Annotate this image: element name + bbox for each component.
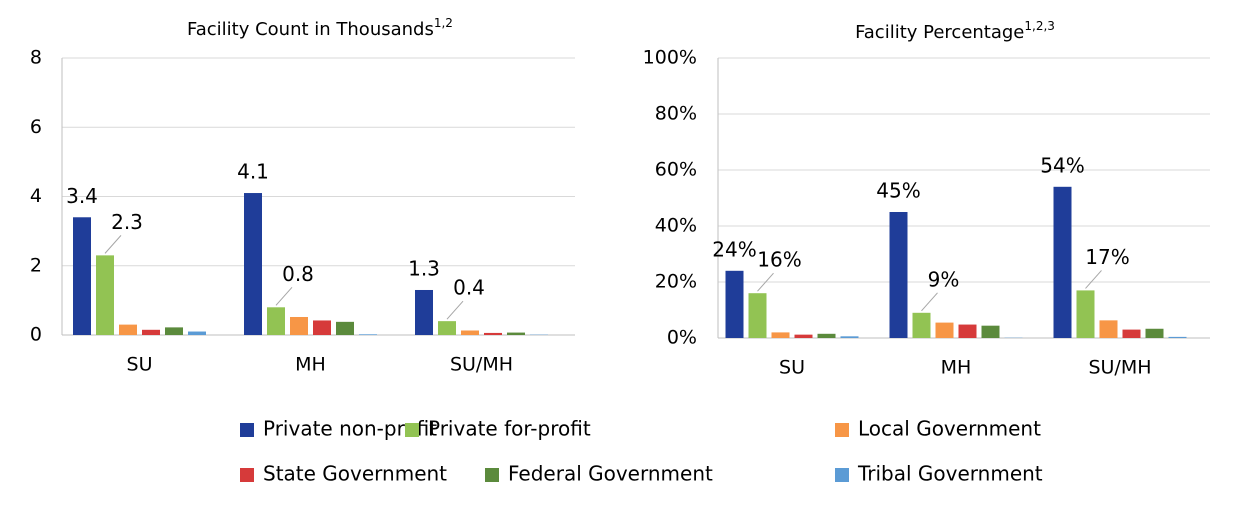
- x-tick-label: SU: [779, 357, 805, 379]
- bar: [1169, 337, 1187, 338]
- data-label: 45%: [876, 179, 920, 203]
- bar: [841, 336, 859, 338]
- y-tick-label: 40%: [655, 215, 697, 237]
- bar: [336, 322, 354, 335]
- legend-swatch: [240, 423, 254, 437]
- bar: [1146, 329, 1164, 338]
- bar: [959, 325, 977, 338]
- data-label: 3.4: [66, 184, 98, 208]
- y-tick-label: 60%: [655, 159, 697, 181]
- bar: [119, 325, 137, 335]
- data-label: 1.3: [408, 256, 440, 280]
- bar: [484, 333, 502, 335]
- legend-swatch: [835, 468, 849, 482]
- y-tick-label: 80%: [655, 103, 697, 125]
- data-label: 54%: [1040, 153, 1084, 177]
- bar: [749, 293, 767, 338]
- bar: [73, 217, 91, 335]
- x-tick-label: SU/MH: [450, 354, 513, 376]
- bar: [359, 334, 377, 335]
- chart-title: Facility Percentage1,2,3: [855, 19, 1055, 44]
- bar: [913, 313, 931, 338]
- bar: [982, 326, 1000, 338]
- y-tick-label: 8: [30, 47, 42, 69]
- title-superscript: 1,2,3: [1024, 19, 1055, 33]
- bar: [96, 255, 114, 335]
- leader-line: [922, 293, 938, 311]
- y-tick-label: 0: [30, 324, 42, 346]
- leader-line: [447, 301, 463, 319]
- bar: [1100, 320, 1118, 338]
- y-tick-label: 20%: [655, 271, 697, 293]
- legend-label: State Government: [263, 462, 447, 486]
- bar: [244, 193, 262, 335]
- title-text: Facility Percentage: [855, 22, 1024, 43]
- data-label: 0.8: [282, 262, 314, 286]
- legend-swatch: [240, 468, 254, 482]
- bar: [818, 334, 836, 338]
- y-tick-label: 100%: [643, 47, 697, 69]
- bar: [188, 332, 206, 335]
- x-tick-label: SU/MH: [1088, 357, 1151, 379]
- data-label: 16%: [757, 248, 801, 272]
- bar: [142, 330, 160, 335]
- data-label: 24%: [712, 237, 756, 261]
- title-text: Facility Count in Thousands: [187, 19, 434, 40]
- bar: [507, 333, 525, 335]
- data-label: 17%: [1085, 245, 1129, 269]
- bar: [1077, 290, 1095, 338]
- x-tick-label: MH: [941, 357, 972, 379]
- bar: [461, 330, 479, 335]
- y-tick-label: 4: [30, 185, 42, 207]
- bar: [726, 271, 744, 338]
- bar: [772, 332, 790, 338]
- bar: [313, 320, 331, 335]
- bar: [165, 327, 183, 335]
- legend-label: Tribal Government: [857, 462, 1043, 486]
- bar: [415, 290, 433, 335]
- leader-line: [1086, 270, 1102, 288]
- leader-line: [276, 287, 292, 305]
- bar: [1123, 330, 1141, 338]
- bar: [890, 212, 908, 338]
- legend-swatch: [485, 468, 499, 482]
- chart-title: Facility Count in Thousands1,2: [187, 16, 453, 41]
- legend-label: Local Government: [858, 417, 1041, 441]
- bar: [936, 323, 954, 338]
- bar: [795, 335, 813, 338]
- data-label: 0.4: [453, 276, 485, 300]
- data-label: 2.3: [111, 210, 143, 234]
- legend-label: Private for-profit: [428, 417, 591, 441]
- bar: [1054, 187, 1072, 338]
- x-tick-label: MH: [295, 354, 326, 376]
- data-label: 4.1: [237, 160, 269, 184]
- title-superscript: 1,2: [434, 16, 453, 30]
- data-label: 9%: [928, 267, 960, 291]
- y-tick-label: 2: [30, 254, 42, 276]
- leader-line: [105, 235, 121, 253]
- bar: [267, 307, 285, 335]
- y-tick-label: 0%: [667, 327, 697, 349]
- x-tick-label: SU: [127, 354, 153, 376]
- bar: [290, 317, 308, 335]
- legend-swatch: [405, 423, 419, 437]
- y-tick-label: 6: [30, 116, 42, 138]
- legend-label: Federal Government: [508, 462, 713, 486]
- legend-swatch: [835, 423, 849, 437]
- bar: [438, 321, 456, 335]
